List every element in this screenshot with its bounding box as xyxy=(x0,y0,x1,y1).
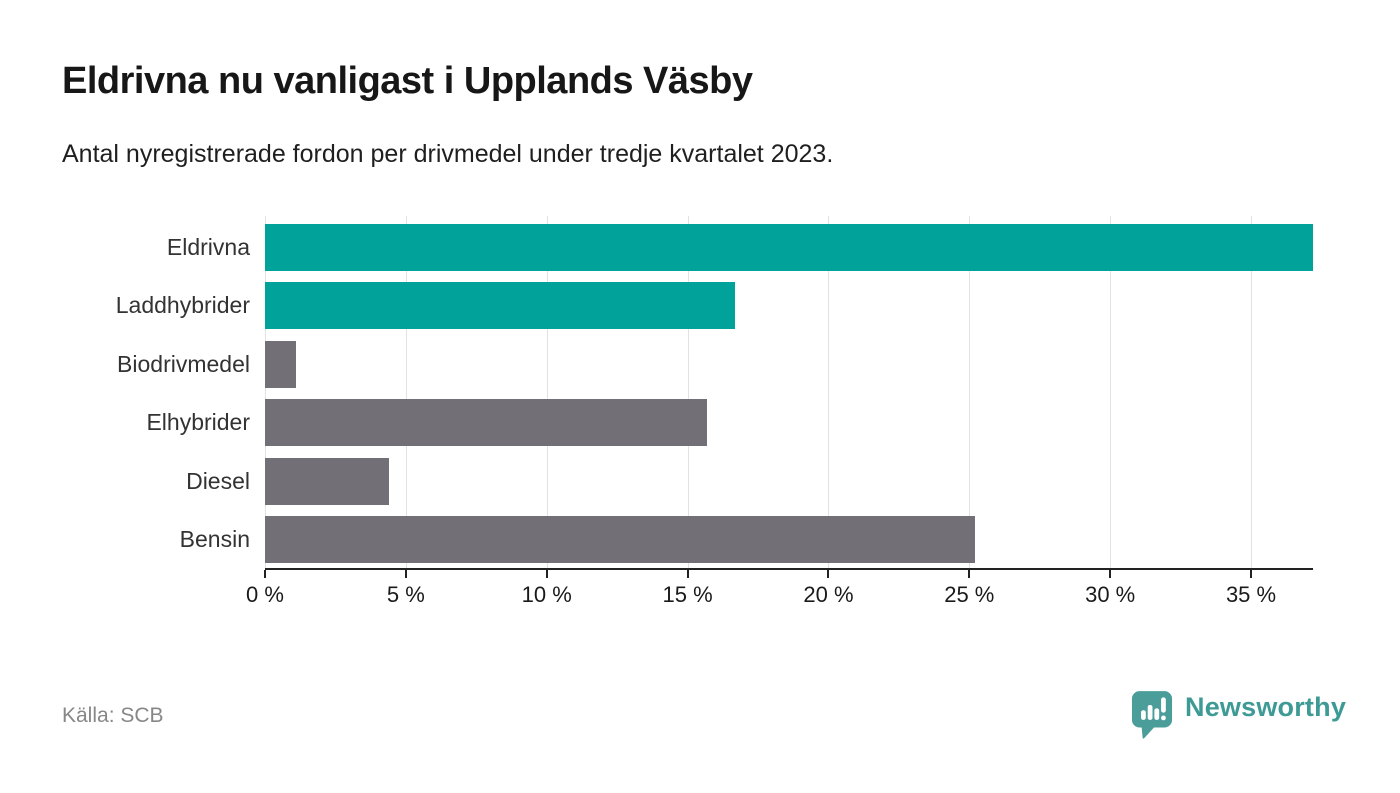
x-tick-30 xyxy=(1109,570,1112,578)
x-tick-label-30: 30 % xyxy=(1085,582,1136,607)
x-tick-label-15: 15 % xyxy=(662,582,713,607)
category-label-bensin: Bensin xyxy=(179,526,250,552)
gridline-20 xyxy=(828,216,830,568)
chart-title: Eldrivna nu vanligast i Upplands Väsby xyxy=(62,60,753,102)
x-tick-10 xyxy=(545,570,548,578)
x-tick-label-0: 0 % xyxy=(246,582,284,607)
gridline-0 xyxy=(265,216,266,568)
gridline-5 xyxy=(405,216,407,568)
newsworthy-icon xyxy=(1131,691,1173,739)
bar-diesel xyxy=(265,457,389,505)
gridline-15 xyxy=(687,216,689,568)
category-label-laddhybrider: Laddhybrider xyxy=(115,292,250,319)
x-tick-label-20: 20 % xyxy=(803,582,854,607)
bar-bensin xyxy=(265,516,975,563)
x-tick-20 xyxy=(827,570,830,578)
category-label-biodrivmedel: Biodrivmedel xyxy=(117,350,250,377)
gridline-35 xyxy=(1251,216,1253,568)
category-label-eldrivna: Eldrivna xyxy=(166,234,250,260)
bar-eldrivna xyxy=(265,224,1313,271)
bar-laddhybrider xyxy=(265,282,736,330)
x-tick-label-35: 35 % xyxy=(1225,582,1277,607)
bar-biodrivmedel xyxy=(265,340,296,388)
x-tick-label-5: 5 % xyxy=(386,582,425,607)
brand-logo: Newsworthy xyxy=(1131,689,1346,743)
bar-elhybrider xyxy=(265,399,708,447)
x-tick-25 xyxy=(968,570,971,578)
category-label-elhybrider: Elhybrider xyxy=(146,409,250,436)
gridline-25 xyxy=(969,216,971,568)
gridline-30 xyxy=(1110,216,1112,568)
plot-area xyxy=(265,216,1313,568)
x-tick-label-10: 10 % xyxy=(521,582,572,607)
x-tick-35 xyxy=(1250,570,1253,578)
x-tick-label-25: 25 % xyxy=(944,582,995,607)
chart-subtitle: Antal nyregistrerade fordon per drivmede… xyxy=(62,140,834,168)
brand-name: Newsworthy xyxy=(1185,692,1347,722)
source-credit: Källa: SCB xyxy=(62,704,164,727)
x-tick-0 xyxy=(264,570,266,578)
x-tick-5 xyxy=(404,570,407,578)
category-label-diesel: Diesel xyxy=(186,467,250,494)
x-tick-15 xyxy=(686,570,689,578)
gridline-10 xyxy=(546,216,548,568)
x-axis-line xyxy=(265,568,1313,570)
